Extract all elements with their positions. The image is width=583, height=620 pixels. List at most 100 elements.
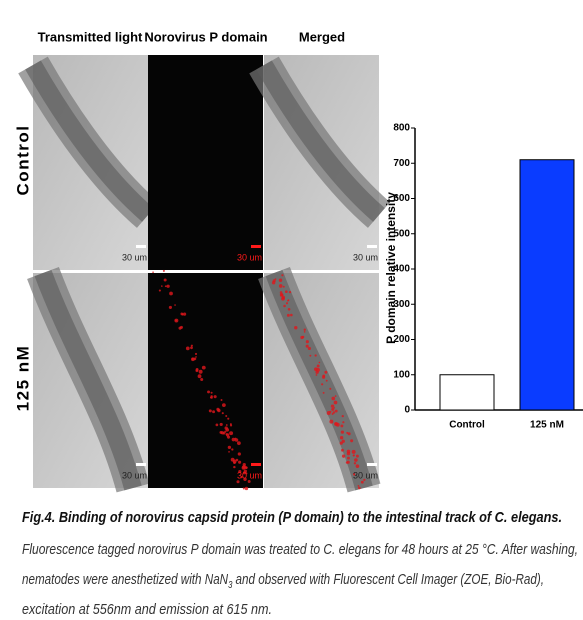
fluorescence-dot (237, 452, 241, 456)
y-tick-label: 0 (404, 405, 410, 416)
fluorescence-dot (163, 278, 167, 282)
fluorescence-dot (334, 395, 337, 397)
fluorescence-dot (245, 472, 248, 475)
fluorescence-dot (325, 379, 328, 382)
fluorescence-dot (329, 419, 334, 424)
caption-text: and observed with Fluorescent Cell Image… (236, 571, 544, 588)
fluorescence-dot (175, 319, 178, 322)
fluorescence-dot (307, 346, 311, 351)
fluorescence-dot (190, 344, 193, 347)
fluorescence-dot (212, 410, 216, 414)
fluorescence-dot (241, 465, 246, 470)
fluorescence-dot (225, 424, 228, 426)
fluorescence-dot (335, 422, 340, 427)
y-tick-label: 300 (393, 299, 410, 310)
fluorescence-dot (283, 304, 286, 308)
scale-bar-label: 30 um (353, 252, 378, 262)
fluorescence-dot (330, 404, 335, 408)
scale-bar (367, 463, 377, 466)
fluorescence-dot (242, 463, 246, 467)
fluorescence-dot (198, 369, 203, 374)
fluorescence-dot (238, 469, 242, 474)
fluorescence-dot (324, 370, 328, 374)
y-axis-label: P domain relative intensity (384, 192, 398, 344)
fluorescence-dot (225, 433, 230, 437)
fluorescence-dot (353, 462, 357, 465)
fluorescence-dot (201, 365, 206, 370)
fluorescence-dot (245, 466, 248, 470)
fluorescence-dot (350, 439, 354, 443)
fluorescence-dot (217, 408, 221, 413)
caption-text: Fluorescence tagged norovirus P domain w… (22, 541, 578, 558)
fluorescence-dot (342, 421, 345, 424)
fluorescence-dot (363, 478, 366, 481)
fluorescence-dot (221, 412, 224, 415)
scale-bar (367, 245, 377, 248)
fluorescence-dot (220, 399, 223, 401)
fluorescence-dot (236, 441, 241, 446)
fluorescence-dot (279, 291, 283, 294)
fluorescence-dot (236, 480, 240, 484)
caption-line: nematodes were anesthetized with NaN3 and… (22, 571, 544, 591)
fluorescence-dot (303, 328, 306, 331)
fluorescence-dot (185, 346, 190, 351)
fluorescence-dot (220, 431, 225, 435)
fluorescence-dot (316, 367, 320, 372)
fluorescence-dot (194, 352, 198, 356)
caption-line: Fluorescence tagged norovirus P domain w… (22, 541, 578, 558)
fluorescence-dot (340, 430, 345, 434)
fluorescence-dot (282, 285, 285, 288)
fluorescence-dot (227, 417, 230, 420)
fluorescence-dot (228, 450, 230, 453)
fluorescence-dot (346, 460, 350, 464)
fluorescence-dot (284, 290, 288, 294)
fluorescence-dot (231, 437, 236, 442)
fluorescence-dot (334, 422, 337, 425)
x-tick-label: 125 nM (530, 420, 564, 431)
micrograph (148, 273, 263, 488)
fluorescence-dot (233, 461, 236, 465)
fluorescence-dot (300, 335, 304, 340)
fluorescence-dot (207, 390, 211, 394)
fluorescence-dot (341, 448, 344, 452)
fluorescence-dot (190, 346, 193, 350)
fluorescence-dot (347, 456, 350, 460)
fluorescence-dot (288, 290, 292, 294)
row-label: Control (13, 125, 32, 196)
worm-core (25, 60, 154, 222)
fluorescence-dot (329, 410, 332, 413)
fluorescence-dot (353, 474, 356, 476)
y-tick-label: 800 (393, 123, 410, 134)
fluorescence-dot (162, 269, 165, 272)
caption-title: Fig.4. Binding of norovirus capsid prote… (22, 509, 562, 526)
fluorescence-dot (339, 441, 343, 445)
scale-bar-label: 30 um (122, 252, 147, 262)
fluorescence-dot (334, 409, 338, 413)
fluorescence-dot (230, 457, 235, 462)
column-header: Norovirus P domain (144, 29, 267, 44)
fluorescence-dot (180, 312, 184, 316)
micrograph (148, 55, 263, 270)
fluorescence-dot (309, 354, 312, 357)
fluorescence-dot (244, 486, 249, 491)
fluorescence-dot (210, 391, 213, 394)
fluorescence-dot (340, 424, 344, 428)
fluorescence-dot (195, 369, 199, 373)
fluorescence-dot (221, 403, 226, 408)
fluorescence-dot (274, 278, 277, 280)
fluorescence-dot (229, 423, 232, 426)
fluorescence-dot (235, 458, 239, 462)
fluorescence-dot (318, 361, 321, 364)
fluorescence-dot (355, 464, 360, 468)
fluorescence-dot (182, 312, 187, 316)
fluorescence-dot (305, 344, 309, 348)
y-tick-label: 200 (393, 334, 410, 345)
fluorescence-dot (227, 445, 232, 449)
fluorescence-dot (247, 480, 251, 484)
fluorescence-dot (352, 454, 355, 457)
fluorescence-dot (321, 383, 324, 386)
fluorescence-dot (225, 415, 228, 417)
fluorescence-dot (357, 485, 360, 487)
fluorescence-dot (322, 391, 325, 394)
fluorescence-dot (166, 284, 170, 288)
